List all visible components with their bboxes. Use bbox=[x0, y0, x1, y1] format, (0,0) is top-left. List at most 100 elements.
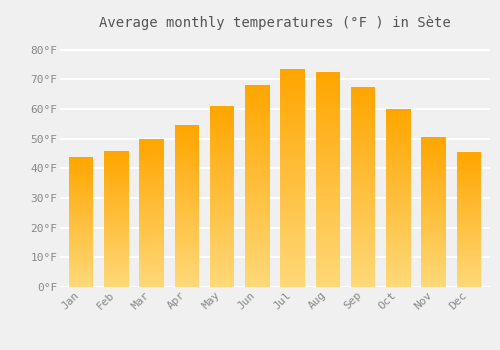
Bar bbox=[104, 187, 128, 189]
Bar bbox=[104, 276, 128, 278]
Bar bbox=[104, 158, 128, 160]
Bar bbox=[69, 196, 94, 198]
Bar bbox=[280, 116, 305, 120]
Bar bbox=[174, 203, 199, 206]
Bar bbox=[422, 205, 446, 207]
Bar bbox=[280, 80, 305, 84]
Bar bbox=[69, 189, 94, 191]
Bar bbox=[456, 235, 481, 238]
Bar bbox=[316, 230, 340, 233]
Bar bbox=[174, 263, 199, 265]
Bar bbox=[245, 260, 270, 264]
Bar bbox=[386, 231, 410, 234]
Bar bbox=[456, 253, 481, 256]
Bar bbox=[140, 149, 164, 151]
Bar bbox=[280, 203, 305, 207]
Bar bbox=[69, 222, 94, 224]
Bar bbox=[386, 177, 410, 180]
Bar bbox=[456, 186, 481, 188]
Bar bbox=[422, 267, 446, 270]
Bar bbox=[210, 190, 234, 194]
Bar bbox=[69, 178, 94, 181]
Bar bbox=[69, 156, 94, 159]
Bar bbox=[316, 244, 340, 247]
Bar bbox=[456, 179, 481, 181]
Bar bbox=[245, 247, 270, 250]
Bar bbox=[104, 246, 128, 248]
Bar bbox=[280, 76, 305, 80]
Bar bbox=[351, 257, 376, 260]
Bar bbox=[104, 214, 128, 217]
Bar bbox=[245, 109, 270, 112]
Bar bbox=[316, 136, 340, 140]
Bar bbox=[280, 98, 305, 102]
Bar bbox=[456, 213, 481, 215]
Bar bbox=[140, 201, 164, 203]
Bar bbox=[140, 245, 164, 247]
Bar bbox=[386, 156, 410, 160]
Bar bbox=[245, 220, 270, 223]
Bar bbox=[210, 169, 234, 173]
Bar bbox=[351, 97, 376, 100]
Bar bbox=[210, 163, 234, 167]
Bar bbox=[210, 251, 234, 254]
Bar bbox=[140, 178, 164, 181]
Bar bbox=[174, 190, 199, 193]
Bar bbox=[351, 264, 376, 267]
Bar bbox=[316, 183, 340, 187]
Bar bbox=[104, 244, 128, 246]
Bar bbox=[386, 183, 410, 186]
Bar bbox=[69, 219, 94, 222]
Bar bbox=[140, 173, 164, 176]
Bar bbox=[351, 277, 376, 280]
Bar bbox=[422, 147, 446, 150]
Bar bbox=[386, 281, 410, 284]
Bar bbox=[69, 250, 94, 252]
Bar bbox=[316, 258, 340, 262]
Bar bbox=[140, 146, 164, 149]
Bar bbox=[104, 232, 128, 235]
Bar bbox=[386, 234, 410, 237]
Bar bbox=[210, 109, 234, 112]
Bar bbox=[280, 174, 305, 178]
Bar bbox=[351, 184, 376, 187]
Bar bbox=[351, 127, 376, 130]
Bar bbox=[422, 140, 446, 142]
Bar bbox=[386, 237, 410, 239]
Bar bbox=[351, 120, 376, 124]
Bar bbox=[174, 271, 199, 274]
Bar bbox=[280, 102, 305, 105]
Bar bbox=[69, 272, 94, 274]
Bar bbox=[422, 170, 446, 172]
Bar bbox=[104, 267, 128, 269]
Bar bbox=[280, 243, 305, 247]
Bar bbox=[174, 214, 199, 217]
Bar bbox=[210, 139, 234, 142]
Bar bbox=[456, 238, 481, 240]
Bar bbox=[316, 273, 340, 276]
Bar bbox=[245, 196, 270, 200]
Bar bbox=[280, 87, 305, 91]
Bar bbox=[456, 154, 481, 156]
Bar bbox=[280, 149, 305, 153]
Bar bbox=[210, 182, 234, 184]
Bar bbox=[456, 199, 481, 202]
Bar bbox=[210, 160, 234, 163]
Bar bbox=[351, 270, 376, 274]
Bar bbox=[456, 226, 481, 229]
Bar bbox=[351, 200, 376, 204]
Bar bbox=[422, 270, 446, 272]
Bar bbox=[316, 212, 340, 215]
Bar bbox=[210, 106, 234, 109]
Bar bbox=[456, 202, 481, 204]
Bar bbox=[245, 139, 270, 142]
Bar bbox=[104, 273, 128, 276]
Bar bbox=[245, 183, 270, 186]
Bar bbox=[351, 197, 376, 200]
Bar bbox=[456, 206, 481, 208]
Bar bbox=[316, 140, 340, 144]
Bar bbox=[280, 105, 305, 109]
Bar bbox=[386, 118, 410, 121]
Bar bbox=[140, 228, 164, 230]
Bar bbox=[140, 166, 164, 168]
